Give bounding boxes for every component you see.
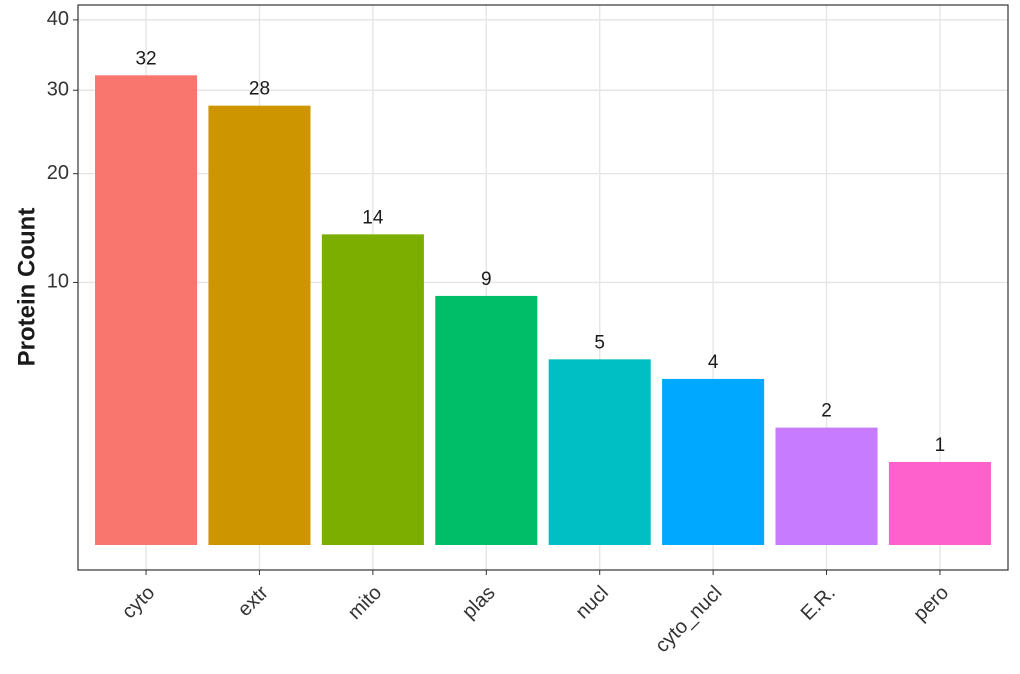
value-label: 32 (135, 48, 156, 69)
value-label: 1 (935, 435, 946, 456)
x-tick-label: pero (909, 582, 953, 626)
value-label: 28 (249, 79, 270, 100)
x-tick-label: cyto_nucl (651, 582, 726, 657)
y-tick-label: 30 (47, 79, 69, 101)
value-label: 14 (362, 207, 384, 228)
bar (888, 461, 991, 545)
panel-border (77, 4, 1009, 571)
y-tick-label: 10 (47, 271, 69, 293)
bar (321, 234, 424, 545)
bar (775, 427, 878, 545)
value-label: 4 (708, 352, 719, 373)
y-tick-label: 20 (47, 162, 69, 184)
x-tick-label: mito (344, 582, 386, 624)
x-tick-label: plas (458, 582, 500, 624)
value-label: 5 (594, 332, 605, 353)
bar (662, 378, 765, 545)
bar (435, 295, 538, 545)
y-tick-label: 40 (47, 8, 69, 30)
x-tick-label: cyto (118, 582, 159, 623)
bar (95, 75, 198, 545)
value-label: 9 (481, 269, 492, 290)
marks: 32 28 14 9 5 4 2 1 (95, 48, 991, 545)
value-label: 2 (821, 401, 832, 422)
x-tick-label: extr (234, 581, 273, 620)
bar (208, 105, 311, 545)
x-tick-label: E.R. (797, 582, 840, 625)
y-axis-label: Protein Count (13, 208, 40, 367)
bar (548, 359, 651, 545)
x-tick-label: nucl (571, 582, 613, 624)
